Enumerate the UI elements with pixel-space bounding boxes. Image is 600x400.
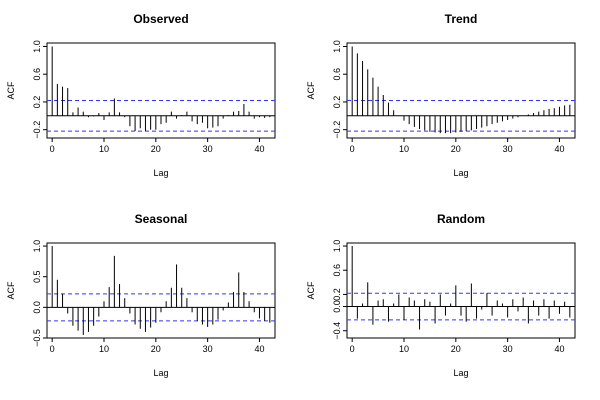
x-tick-label: 10 xyxy=(399,144,409,154)
x-tick-label: 30 xyxy=(203,144,213,154)
y-tick-label: 1.0 xyxy=(32,240,42,253)
plot-frame xyxy=(346,242,576,339)
y-tick-label: 1.0 xyxy=(332,240,342,253)
x-axis-label: Lag xyxy=(453,368,468,378)
y-tick-label: 0.5 xyxy=(32,270,42,283)
y-tick-label: 1.0 xyxy=(332,40,342,53)
y-tick-label: 0.0 xyxy=(32,301,42,314)
plot-title: Observed xyxy=(133,12,188,26)
y-tick-label: 0.6 xyxy=(332,264,342,277)
x-tick-label: 10 xyxy=(99,344,109,354)
y-tick-label: −0.2 xyxy=(32,121,42,139)
x-axis-label: Lag xyxy=(453,168,468,178)
y-tick-label: 0.6 xyxy=(32,68,42,81)
x-tick-label: 30 xyxy=(503,144,513,154)
y-axis-label: ACF xyxy=(6,81,16,100)
y-tick-label: −0.5 xyxy=(32,329,42,347)
plot-title: Trend xyxy=(445,12,478,26)
x-tick-label: 20 xyxy=(151,144,161,154)
y-axis-label: ACF xyxy=(306,281,316,300)
x-tick-label: 40 xyxy=(554,144,564,154)
y-tick-label: 0.2 xyxy=(332,96,342,109)
y-tick-label: −0.4 xyxy=(332,322,342,340)
y-tick-label: 0.0 xyxy=(332,300,342,313)
x-tick-label: 0 xyxy=(50,344,55,354)
plot-frame xyxy=(46,242,276,339)
x-tick-label: 10 xyxy=(399,344,409,354)
y-tick-label: 1.0 xyxy=(32,40,42,53)
x-axis-label: Lag xyxy=(153,368,168,378)
plot-frame xyxy=(346,42,576,139)
x-tick-label: 0 xyxy=(50,144,55,154)
x-tick-label: 10 xyxy=(99,144,109,154)
x-axis-label: Lag xyxy=(153,168,168,178)
x-tick-label: 30 xyxy=(503,344,513,354)
x-tick-label: 0 xyxy=(350,344,355,354)
plot-title: Random xyxy=(437,212,485,226)
x-tick-label: 40 xyxy=(554,344,564,354)
x-tick-label: 40 xyxy=(254,344,264,354)
x-tick-label: 0 xyxy=(350,144,355,154)
plot-title: Seasonal xyxy=(135,212,188,226)
y-axis-label: ACF xyxy=(306,81,316,100)
panel-trend: Trend 0 10 20 30 40 Lag −0.2 0.2 0.6 1.0 ACF xyxy=(306,12,576,178)
plot-frame xyxy=(46,42,276,139)
x-tick-label: 30 xyxy=(203,344,213,354)
y-tick-label: 0.2 xyxy=(332,288,342,301)
y-axis-label: ACF xyxy=(6,281,16,300)
y-tick-label: −0.2 xyxy=(332,121,342,139)
x-tick-label: 20 xyxy=(451,144,461,154)
panel-seasonal: Seasonal 0 10 20 30 40 Lag −0.5 0.0 0.5 1.0 ACF xyxy=(6,212,276,378)
y-tick-label: 0.6 xyxy=(332,68,342,81)
panel-observed: Observed 0 10 20 30 40 Lag −0.2 0.2 0.6 1.0 ACF xyxy=(6,12,276,178)
y-tick-label: 0.2 xyxy=(32,96,42,109)
panel-random: Random 0 10 20 30 40 Lag −0.4 0.00.2 0.6 1.0 ACF xyxy=(306,212,576,378)
x-tick-label: 20 xyxy=(151,344,161,354)
x-tick-label: 20 xyxy=(451,344,461,354)
x-tick-label: 40 xyxy=(254,144,264,154)
